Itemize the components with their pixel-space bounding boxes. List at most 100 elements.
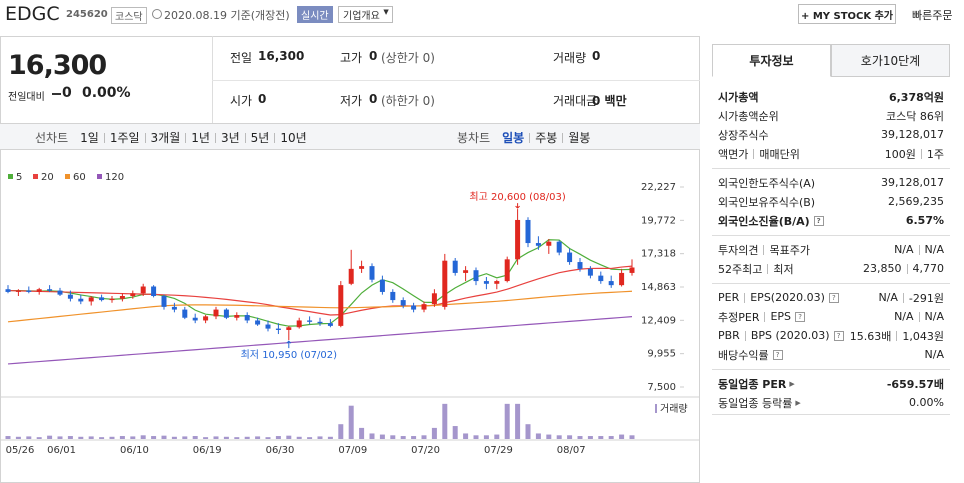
candle-body <box>286 327 292 330</box>
candle-body <box>192 317 198 321</box>
stock-code: 245620 <box>66 9 108 20</box>
info-row: 투자의견 목표주가 N/A N/A <box>712 240 950 259</box>
chart: 22,227 19,772 17,318 14,863 12,409 9,955 7,500… <box>0 172 700 456</box>
legend-label: 20 <box>41 172 54 183</box>
value-text: 15.63배 <box>849 329 892 343</box>
candle-body <box>629 267 635 273</box>
separator <box>753 148 755 159</box>
period-tab[interactable]: 3개월 <box>150 131 181 145</box>
volume-bar <box>577 436 583 439</box>
change: 0 <box>62 85 72 101</box>
volume-bar <box>546 434 552 439</box>
row-label: 액면가 매매단위 <box>718 146 800 162</box>
volume-bar <box>296 436 302 439</box>
candle-body <box>119 296 125 299</box>
period-tab[interactable]: 월봉 <box>568 131 591 145</box>
legend-swatch <box>65 174 70 179</box>
row-value: N/A -291원 <box>878 290 944 306</box>
period-tab[interactable]: 주봉 <box>535 131 558 145</box>
candle-body <box>452 260 458 273</box>
candle-body <box>99 297 105 301</box>
summary-note: (상한가 0) <box>381 51 435 65</box>
legend-label: 60 <box>73 172 86 183</box>
volume-bar <box>171 436 177 439</box>
x-tick-label: 06/19 <box>193 445 222 456</box>
period-tab[interactable]: 1주일 <box>109 131 140 145</box>
section-divider <box>712 369 950 370</box>
candle-body <box>535 243 541 246</box>
candle-body <box>338 285 344 326</box>
volume-bar <box>109 436 115 439</box>
row-value: 6.57% <box>906 214 944 227</box>
my-stock-button[interactable]: + MY STOCK 추가 <box>798 4 896 24</box>
row-label: 상장주식수 <box>718 127 769 143</box>
summary-label: 거래대금 <box>553 94 598 108</box>
legend-swatch <box>97 174 102 179</box>
label-text: 동일업종 PER <box>718 377 787 391</box>
help-icon[interactable]: ? <box>833 330 844 341</box>
candle-body <box>431 293 437 305</box>
realtime-button[interactable]: 실시간 <box>297 6 333 23</box>
period-tab[interactable]: 일봉 <box>502 131 525 145</box>
candle-body <box>213 309 219 317</box>
candle-body <box>36 289 42 292</box>
candle-body <box>130 293 136 297</box>
volume-bar <box>88 436 94 439</box>
row-label: 외국인한도주식수(A) <box>718 175 815 191</box>
row-value: N/A N/A <box>894 243 944 256</box>
volume-bar <box>234 437 240 439</box>
stock-name: EDGC <box>5 3 60 25</box>
tab-separator <box>562 132 564 143</box>
row-value: 39,128,017 <box>881 128 944 141</box>
candle-body <box>546 241 552 246</box>
period-tab[interactable]: 1일 <box>80 131 99 145</box>
candle-body <box>494 281 500 284</box>
help-icon[interactable]: ? <box>795 311 806 322</box>
label-text: 추정PER <box>718 310 760 324</box>
info-row: 배당수익률? N/A <box>712 345 950 364</box>
value-text: 100원 <box>884 147 916 161</box>
separator <box>918 311 920 322</box>
y-tick-label: 14,863 <box>641 282 676 293</box>
info-tab[interactable]: 호가10단계 <box>831 44 950 77</box>
tab-separator <box>274 132 276 143</box>
quick-order-link[interactable]: 빠른주문 <box>912 9 953 22</box>
row-label: 52주최고 최저 <box>718 261 794 277</box>
volume-bar <box>307 437 313 439</box>
summary-label: 시가 <box>230 94 253 108</box>
volume-bar <box>119 436 125 439</box>
volume-bar <box>78 436 84 439</box>
candle-body <box>598 275 604 282</box>
label-text: 최저 <box>773 262 794 276</box>
legend-label: 120 <box>105 172 124 183</box>
row-value: 39,128,017 <box>881 176 944 189</box>
tab-separator <box>244 132 246 143</box>
summary-label: 전일 <box>230 51 253 65</box>
period-tab[interactable]: 5년 <box>250 131 270 145</box>
period-tab[interactable]: 10년 <box>280 131 307 145</box>
y-tick-label: 22,227 <box>641 182 676 193</box>
candle-body <box>515 219 521 260</box>
overview-dropdown[interactable]: 기업개요 ▼ <box>338 6 393 23</box>
candle-body <box>244 315 250 321</box>
candle-body <box>5 289 11 292</box>
row-label: PBR BPS (2020.03)? <box>718 329 844 342</box>
help-icon[interactable]: ? <box>813 215 824 226</box>
info-row: 외국인한도주식수(A) 39,128,017 <box>712 173 950 192</box>
help-icon[interactable]: ? <box>828 292 839 303</box>
help-icon[interactable]: ? <box>772 349 783 360</box>
label-text: 투자의견 <box>718 243 759 257</box>
value-text: 2,569,235 <box>888 195 944 208</box>
period-tab[interactable]: 3년 <box>220 131 240 145</box>
volume-bar <box>411 436 417 439</box>
candle-body <box>140 286 146 294</box>
separator <box>918 244 920 255</box>
info-tab[interactable]: 투자정보 <box>712 44 831 77</box>
overview-label: 기업개요 <box>343 11 380 22</box>
period-tab[interactable]: 1년 <box>191 131 210 145</box>
row-label: 시가총액 <box>718 89 758 105</box>
separator <box>767 263 769 274</box>
row-value: N/A <box>925 348 944 361</box>
volume-bar <box>598 436 604 439</box>
